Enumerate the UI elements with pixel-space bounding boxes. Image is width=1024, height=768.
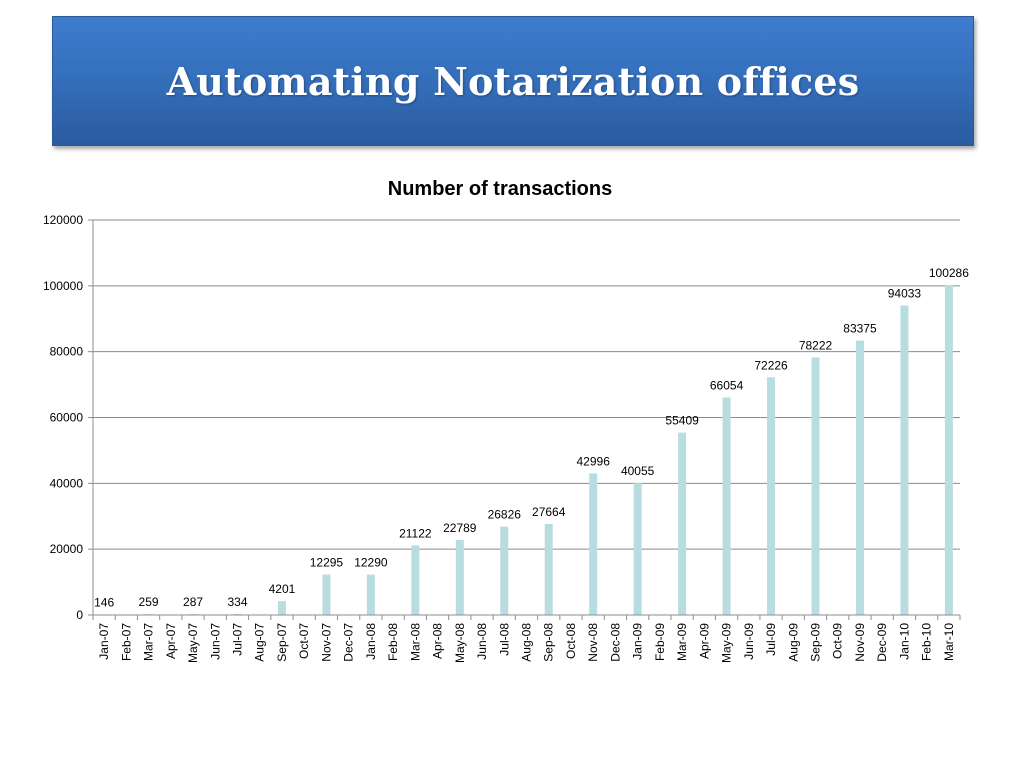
data-label: 4201 [269,582,296,596]
x-tick-label: Apr-08 [431,623,445,659]
x-tick-label: Jul-08 [497,623,511,656]
data-label: 21122 [399,526,432,540]
bar [233,613,242,615]
data-label: 12290 [354,556,388,570]
data-label: 146 [94,596,114,610]
x-tick-label: Aug-07 [253,623,267,662]
bar [767,377,776,615]
data-label: 72226 [754,358,788,372]
data-label: 22789 [443,521,477,535]
data-labels: 146 259 287 334 4201 12295 12290 21122 22789 2682… [94,266,969,610]
x-tick-label: Sep-08 [542,623,556,662]
x-tick-label: Nov-08 [586,623,600,662]
x-tick-label: May-09 [720,623,734,663]
x-tick-label: Mar-08 [408,623,422,661]
bar [589,473,598,615]
x-tick-label: Feb-09 [653,623,667,661]
data-label: 83375 [843,322,877,336]
x-tick-label: Feb-08 [386,623,400,661]
x-tick-label: Dec-07 [342,623,356,662]
bar [411,545,420,615]
x-tick-label: Oct-09 [831,623,845,659]
bar [678,432,687,615]
x-tick-label: Nov-07 [319,623,333,662]
x-tick-label: Nov-09 [853,623,867,662]
x-tick-label: Mar-07 [142,623,156,661]
y-tick-label: 0 [76,608,83,622]
bars [100,284,953,616]
x-tick-label: Aug-08 [520,623,534,662]
data-label: 26826 [488,508,522,522]
data-label: 42996 [577,454,611,468]
data-label: 12295 [310,556,344,570]
bar [811,357,820,615]
y-tick-label: 120000 [43,213,83,227]
x-tick-label: Mar-10 [942,623,956,661]
bar [544,523,553,615]
x-tick-label: Aug-09 [786,623,800,662]
x-tick-label: Jun-08 [475,623,489,660]
x-tick-label: Jul-09 [764,623,778,656]
y-tick-label: 20000 [50,542,84,556]
y-tick-label: 100000 [43,279,83,293]
data-label: 100286 [929,266,969,280]
chart-title: Number of transactions [388,178,612,200]
data-label: 287 [183,595,203,609]
x-tick-label: Mar-09 [675,623,689,661]
bar [633,483,642,615]
bar [855,340,864,615]
x-tick-label: Jan-07 [97,623,111,660]
data-label: 78222 [799,339,833,353]
x-tick-label: May-07 [186,623,200,663]
x-tick-label: Feb-10 [920,623,934,661]
x-tick-label: Apr-07 [164,623,178,659]
y-tick-label: 80000 [50,345,84,359]
y-tick-label: 40000 [50,476,84,490]
x-tick-label: May-08 [453,623,467,663]
bar [900,305,909,615]
y-axis-ticks: 0 20000 40000 60000 80000 100000 120000 [43,213,93,622]
bar [455,539,464,615]
data-label: 259 [139,595,159,609]
x-tick-label: Jun-07 [208,623,222,660]
bar [277,601,286,615]
x-tick-label: Jul-07 [231,623,245,656]
x-tick-label: Sep-09 [809,623,823,662]
data-label: 66054 [710,379,744,393]
x-tick-label: Oct-08 [564,623,578,659]
x-tick-label: Jan-08 [364,623,378,660]
x-tick-label: Feb-07 [119,623,133,661]
bar [722,397,731,615]
gridlines [93,219,960,550]
bar [944,284,953,615]
data-label: 94033 [888,286,922,300]
x-tick-label: Dec-08 [608,623,622,662]
data-label: 334 [227,595,247,609]
y-tick-label: 60000 [50,411,84,425]
x-tick-label: Apr-09 [697,623,711,659]
bar [322,574,331,615]
x-tick-label: Jan-10 [897,623,911,660]
x-axis-ticks: Jan-07 Feb-07 Mar-07 Apr-07 May-07 Jun-07 Jul-… [92,615,961,663]
title-banner: Automating Notarization offices [52,16,974,146]
x-tick-label: Jun-09 [742,623,756,660]
data-label: 27664 [532,505,566,519]
data-label: 55409 [665,414,699,428]
x-tick-label: Sep-07 [275,623,289,662]
bar [366,574,375,615]
x-tick-label: Oct-07 [297,623,311,659]
x-tick-label: Dec-09 [875,623,889,662]
x-tick-label: Jan-09 [631,623,645,660]
axes [92,220,960,616]
slide-title: Automating Notarization offices [166,58,860,104]
data-label: 40055 [621,464,655,478]
bar [500,526,509,615]
